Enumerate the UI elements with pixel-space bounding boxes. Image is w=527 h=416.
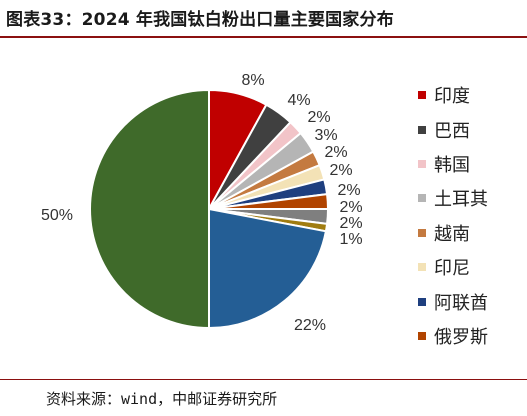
pie-chart: 8%4%2%3%2%2%2%2%2%1%22%50%	[41, 72, 363, 334]
slice-percent-label: 50%	[41, 207, 73, 224]
pie-slice	[208, 207, 328, 330]
legend-item: 印尼	[418, 250, 488, 284]
slice-percent-label: 8%	[241, 72, 264, 89]
legend-label: 巴西	[434, 120, 470, 142]
slice-percent-label: 1%	[339, 231, 362, 248]
chart-legend: 印度巴西韩国土耳其越南印尼阿联酋俄罗斯	[418, 78, 488, 353]
slice-percent-label: 3%	[314, 127, 337, 144]
legend-item: 巴西	[418, 112, 488, 146]
slice-percent-label: 2%	[339, 199, 362, 216]
slice-percent-label: 2%	[324, 144, 347, 161]
legend-item: 印度	[418, 78, 488, 112]
legend-label: 阿联酋	[434, 292, 488, 314]
legend-swatch	[418, 228, 426, 237]
legend-label: 印度	[434, 86, 470, 108]
legend-label: 越南	[434, 223, 470, 245]
legend-label: 印尼	[434, 258, 470, 280]
source-divider	[0, 379, 527, 380]
legend-swatch	[418, 194, 426, 203]
legend-swatch	[418, 263, 426, 272]
chart-title: 图表33：2024 年我国钛白粉出口量主要国家分布	[6, 10, 394, 30]
legend-label: 土耳其	[434, 189, 488, 211]
legend-swatch	[418, 91, 426, 100]
slice-percent-label: 2%	[339, 215, 362, 232]
slice-percent-label: 2%	[307, 109, 330, 126]
legend-label: 俄罗斯	[434, 326, 488, 348]
title-divider	[0, 36, 527, 38]
slice-percent-label: 2%	[329, 162, 352, 179]
slice-percent-label: 2%	[337, 182, 360, 199]
legend-item: 俄罗斯	[418, 319, 488, 353]
legend-item: 越南	[418, 216, 488, 250]
legend-swatch	[418, 125, 426, 134]
legend-label: 韩国	[434, 154, 470, 176]
legend-item: 土耳其	[418, 181, 488, 215]
legend-swatch	[418, 297, 426, 306]
source-note: 资料来源：wind，中邮证券研究所	[46, 390, 278, 408]
legend-swatch	[418, 159, 426, 168]
legend-item: 韩国	[418, 147, 488, 181]
legend-swatch	[418, 331, 426, 340]
slice-percent-label: 22%	[294, 317, 326, 334]
slice-percent-label: 4%	[287, 92, 310, 109]
legend-item: 阿联酋	[418, 284, 488, 318]
pie-slice	[89, 88, 210, 330]
